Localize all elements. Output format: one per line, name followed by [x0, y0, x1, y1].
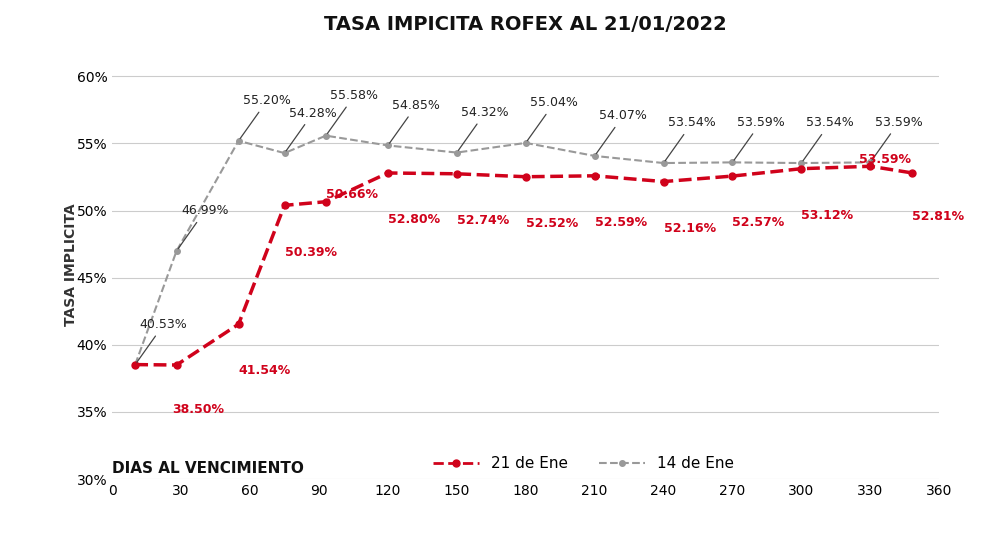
Text: 53.54%: 53.54% [665, 117, 716, 161]
21 de Ene [796, 165, 807, 172]
21 de Ene [657, 178, 669, 185]
14 de Ene [796, 160, 807, 166]
14 de Ene [864, 159, 876, 166]
Text: 52.52%: 52.52% [526, 217, 578, 230]
Text: 53.59%: 53.59% [734, 116, 785, 160]
Text: 52.80%: 52.80% [387, 213, 440, 226]
Text: 40.53%: 40.53% [136, 318, 187, 362]
14 de Ene [451, 150, 463, 156]
Text: 50.39%: 50.39% [284, 246, 336, 259]
14 de Ene [520, 140, 532, 146]
Text: 41.54%: 41.54% [238, 364, 290, 377]
Text: DIAS AL VENCIMIENTO: DIAS AL VENCIMIENTO [112, 462, 304, 476]
14 de Ene [727, 159, 739, 166]
21 de Ene [451, 171, 463, 177]
21 de Ene [320, 199, 332, 205]
Text: 52.57%: 52.57% [733, 217, 785, 230]
Text: 52.74%: 52.74% [457, 214, 509, 227]
Text: 53.59%: 53.59% [858, 153, 910, 166]
14 de Ene [279, 150, 290, 157]
21 de Ene [382, 170, 393, 176]
21 de Ene [520, 173, 532, 180]
Text: 53.59%: 53.59% [872, 116, 923, 160]
Text: 54.32%: 54.32% [458, 106, 509, 150]
Text: 53.12%: 53.12% [801, 209, 853, 222]
Y-axis label: TASA IMPLICITA: TASA IMPLICITA [64, 203, 78, 326]
Line: 21 de Ene: 21 de Ene [131, 163, 915, 368]
21 de Ene [727, 173, 739, 179]
21 de Ene [232, 321, 244, 327]
Text: 54.85%: 54.85% [389, 99, 440, 143]
Text: 52.59%: 52.59% [594, 216, 646, 229]
Text: 55.58%: 55.58% [328, 89, 379, 133]
21 de Ene [279, 202, 290, 208]
Text: 38.50%: 38.50% [172, 403, 224, 416]
Text: 52.16%: 52.16% [663, 222, 716, 235]
14 de Ene [320, 132, 332, 139]
Line: 14 de Ene: 14 de Ene [132, 133, 873, 367]
21 de Ene [864, 163, 876, 170]
14 de Ene [589, 153, 600, 159]
14 de Ene [232, 138, 244, 144]
Text: 54.07%: 54.07% [596, 110, 647, 154]
Text: 54.28%: 54.28% [286, 106, 336, 151]
Text: 50.66%: 50.66% [326, 188, 378, 201]
14 de Ene [382, 142, 393, 149]
Text: 55.04%: 55.04% [528, 96, 578, 140]
Text: 46.99%: 46.99% [179, 205, 229, 249]
21 de Ene [171, 362, 182, 368]
Text: 53.54%: 53.54% [803, 117, 853, 161]
Title: TASA IMPICITA ROFEX AL 21/01/2022: TASA IMPICITA ROFEX AL 21/01/2022 [325, 15, 727, 34]
21 de Ene [905, 170, 917, 176]
14 de Ene [129, 361, 141, 368]
Text: 55.20%: 55.20% [240, 94, 291, 138]
Text: 52.81%: 52.81% [911, 211, 963, 224]
14 de Ene [657, 160, 669, 166]
21 de Ene [589, 173, 600, 179]
14 de Ene [171, 248, 182, 254]
21 de Ene [129, 361, 141, 368]
Legend: 21 de Ene, 14 de Ene: 21 de Ene, 14 de Ene [434, 456, 734, 471]
